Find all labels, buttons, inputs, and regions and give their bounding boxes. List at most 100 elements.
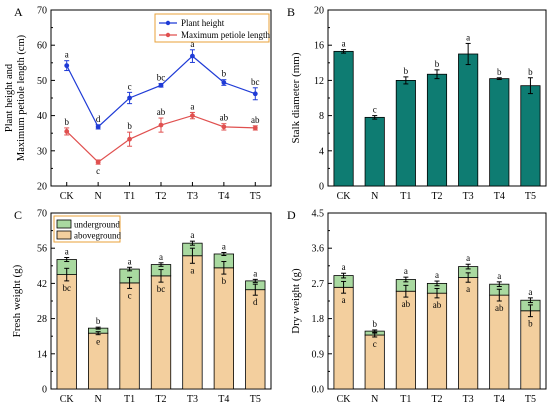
y-tick-label: 2.7 [312, 279, 325, 290]
x-tick-label: T1 [124, 394, 135, 405]
y-axis-label-line: Plant height and [4, 63, 15, 132]
bar [426, 73, 448, 187]
significance-letter: a [190, 39, 194, 49]
x-tick-label: T4 [218, 394, 229, 405]
significance-letter: b [127, 121, 132, 131]
x-tick-label: CK [60, 191, 75, 202]
significance-letter: a [222, 241, 226, 251]
x-tick-label: T1 [124, 191, 135, 202]
y-tick-label: 20 [37, 182, 47, 193]
legend-box [154, 13, 270, 43]
significance-letter: ab [495, 303, 504, 313]
x-tick-label: T5 [250, 191, 261, 202]
x-tick-label: CK [337, 191, 352, 202]
significance-letter: b [528, 319, 533, 329]
data-point [95, 124, 101, 130]
x-tick-label: T3 [187, 394, 198, 405]
significance-letter: a [65, 247, 69, 257]
y-tick-label: 30 [37, 146, 47, 157]
y-tick-label: 56 [37, 244, 47, 255]
significance-letter: b [64, 117, 69, 127]
x-tick-label: T5 [250, 394, 261, 405]
x-tick-label: N [95, 394, 102, 405]
bar [364, 116, 385, 187]
significance-letter: a [342, 295, 346, 305]
y-tick-label: 1.8 [312, 314, 325, 325]
panel-letter: C [14, 208, 22, 222]
x-tick-label: T2 [155, 191, 166, 202]
significance-letter: d [96, 114, 101, 124]
panel-c: 0 14 28 42 56 70 CK N T1 T2 T3 T4 T5 C Fresh weight (g… [11, 208, 272, 405]
y-axis-label: Fresh weight (g) [11, 264, 23, 337]
panel-b: 0 4 8 12 16 20 CK N T1 T2 T3 T4 T5 B Stalk diameter (m… [287, 5, 547, 202]
significance-letter: c [128, 290, 132, 300]
data-point [158, 82, 164, 88]
significance-letter: a [497, 271, 501, 281]
data-point [252, 91, 258, 97]
significance-letter: a [65, 50, 69, 60]
significance-letter: ab [220, 113, 229, 123]
legend-swatch [56, 230, 72, 240]
significance-letter: ab [433, 300, 442, 310]
significance-letter: b [222, 69, 227, 79]
significance-letter: c [128, 81, 132, 91]
y-tick-label: 16 [314, 41, 324, 52]
significance-letter: c [373, 105, 377, 115]
y-tick-label: 12 [314, 76, 324, 87]
y-tick-label: 50 [37, 76, 47, 87]
y-tick-label: 60 [37, 41, 47, 52]
data-point [221, 80, 227, 85]
panel-a: 20 30 40 50 60 70 CK N T1 T2 T3 T4 T5 A Plant height a… [4, 5, 272, 202]
legend-label: underground [74, 220, 120, 230]
significance-letter: a [342, 262, 346, 272]
y-tick-label: 4.5 [312, 209, 325, 220]
significance-letter: c [373, 339, 377, 349]
legend-label: Plant height [181, 18, 225, 28]
y-axis-label: Stalk diameter (mm) [290, 52, 302, 143]
significance-letter: a [466, 32, 470, 42]
significance-letter: a [190, 101, 194, 111]
y-tick-label: 70 [37, 209, 47, 220]
legend-label: Maximum petiole length [181, 30, 270, 40]
legend-swatch [56, 219, 72, 229]
y-tick-label: 70 [37, 6, 47, 17]
y-tick-label: 0 [42, 385, 47, 396]
significance-letter: b [404, 66, 409, 76]
legend-label: aboveground [74, 231, 121, 241]
significance-letter: b [435, 59, 440, 69]
y-tick-label: 0 [319, 182, 324, 193]
significance-letter: a [253, 268, 257, 278]
x-tick-label: CK [60, 394, 75, 405]
x-tick-label: N [95, 191, 102, 202]
x-tick-label: T1 [400, 394, 411, 405]
significance-letter: e [96, 337, 100, 347]
data-point [190, 53, 195, 59]
x-tick-label: T4 [218, 191, 229, 202]
significance-letter: a [128, 256, 132, 266]
x-tick-label: T5 [525, 394, 536, 405]
x-tick-label: N [371, 191, 378, 202]
y-tick-label: 20 [314, 6, 324, 17]
y-tick-label: 4 [319, 146, 324, 157]
bar-aboveground [182, 255, 203, 390]
x-tick-label: CK [337, 394, 352, 405]
significance-letter: a [190, 265, 194, 275]
significance-letter: c [96, 166, 100, 176]
x-tick-label: T2 [431, 394, 442, 405]
bar [489, 78, 510, 187]
panel-letter: A [14, 5, 23, 19]
bar [395, 80, 416, 187]
y-axis-label: Plant height andMaximum petiole length (… [4, 34, 27, 161]
x-tick-label: T2 [431, 191, 442, 202]
significance-letter: a [342, 39, 346, 49]
significance-letter: ab [402, 299, 411, 309]
significance-letter: ab [157, 107, 166, 117]
bar [458, 53, 479, 187]
data-point [158, 122, 164, 128]
y-tick-label: 0.0 [312, 385, 325, 396]
data-point [221, 124, 227, 130]
bar [520, 85, 541, 187]
data-point [252, 125, 258, 131]
significance-letter: d [253, 297, 258, 307]
